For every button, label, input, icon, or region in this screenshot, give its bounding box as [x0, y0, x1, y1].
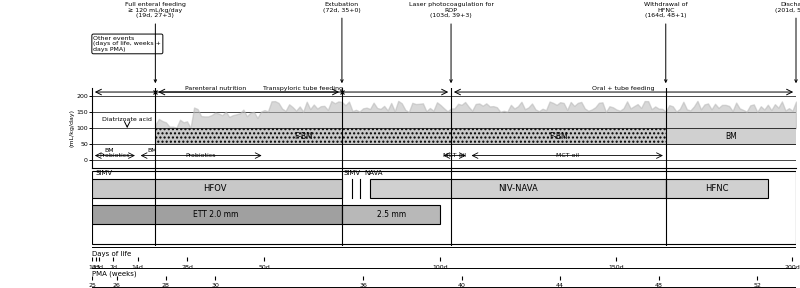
Text: 7d: 7d: [109, 265, 117, 270]
Text: Wlthdrawal of
HFNC
(164d, 48+1): Wlthdrawal of HFNC (164d, 48+1): [644, 2, 687, 82]
Text: MCT oil: MCT oil: [443, 153, 466, 158]
Text: Oral + tube feeding: Oral + tube feeding: [592, 86, 654, 91]
Text: 50d: 50d: [258, 265, 270, 270]
Text: Transpyloric tube feeding: Transpyloric tube feeding: [263, 86, 343, 91]
Text: 44: 44: [556, 283, 564, 288]
Bar: [155, 128, 451, 144]
Y-axis label: (mL/kg/day): (mL/kg/day): [70, 109, 74, 147]
Text: NAVA: NAVA: [365, 170, 383, 176]
Text: 48: 48: [654, 283, 662, 288]
Text: 52: 52: [754, 283, 762, 288]
Bar: [451, 128, 666, 144]
Text: 100d: 100d: [433, 265, 448, 270]
Text: Extubation
(72d, 35+0): Extubation (72d, 35+0): [323, 2, 361, 82]
Text: SIMV: SIMV: [95, 170, 113, 176]
Text: Days of life: Days of life: [92, 251, 131, 257]
Text: Other events
(days of life, weeks +
days PMA): Other events (days of life, weeks + days…: [94, 36, 162, 52]
Text: NIV-NAVA: NIV-NAVA: [498, 184, 538, 193]
Text: 150d: 150d: [609, 265, 624, 270]
Bar: [92, 205, 342, 224]
Text: BM: BM: [147, 148, 157, 153]
Text: 25: 25: [88, 283, 96, 288]
Text: Full enteral feeding
≥ 120 mL/kg/day
(19d, 27+3): Full enteral feeding ≥ 120 mL/kg/day (19…: [125, 2, 186, 82]
Text: F-BM: F-BM: [294, 132, 313, 141]
Text: PMA (weeks): PMA (weeks): [92, 270, 137, 277]
Text: Probiotics: Probiotics: [186, 153, 216, 158]
Text: 14d: 14d: [132, 265, 144, 270]
Bar: [666, 179, 768, 198]
Text: 2.5 mm: 2.5 mm: [377, 210, 406, 219]
Text: 40: 40: [458, 283, 466, 288]
Text: Parenteral nutrition: Parenteral nutrition: [185, 86, 246, 91]
Bar: [92, 179, 342, 198]
Text: MCT oil: MCT oil: [556, 153, 578, 158]
Text: BM: BM: [105, 148, 114, 153]
Bar: [370, 179, 666, 198]
Text: SIMV: SIMV: [344, 170, 361, 176]
Text: 36: 36: [359, 283, 367, 288]
Text: BM: BM: [725, 132, 737, 141]
Text: F-BM: F-BM: [549, 132, 568, 141]
Text: HFNC: HFNC: [705, 184, 729, 193]
Text: 26: 26: [113, 283, 121, 288]
Text: HFOV: HFOV: [203, 184, 227, 193]
Text: 1d: 1d: [88, 265, 96, 270]
Text: Discharge
(201d, 53+3): Discharge (201d, 53+3): [775, 2, 800, 82]
Text: 200d: 200d: [785, 265, 800, 270]
Text: Diatrizoate acid: Diatrizoate acid: [102, 117, 152, 122]
Text: 3d: 3d: [95, 265, 103, 270]
Bar: [342, 205, 441, 224]
Text: ETT 2.0 mm: ETT 2.0 mm: [193, 210, 238, 219]
Bar: [666, 128, 796, 144]
Text: 28: 28: [162, 283, 170, 288]
Text: 30: 30: [211, 283, 219, 288]
Text: 2d: 2d: [91, 265, 99, 270]
Text: Laser photocoagulation for
ROP
(103d, 39+3): Laser photocoagulation for ROP (103d, 39…: [409, 2, 494, 82]
Text: 28d: 28d: [181, 265, 193, 270]
Text: Probiotics: Probiotics: [100, 153, 130, 158]
